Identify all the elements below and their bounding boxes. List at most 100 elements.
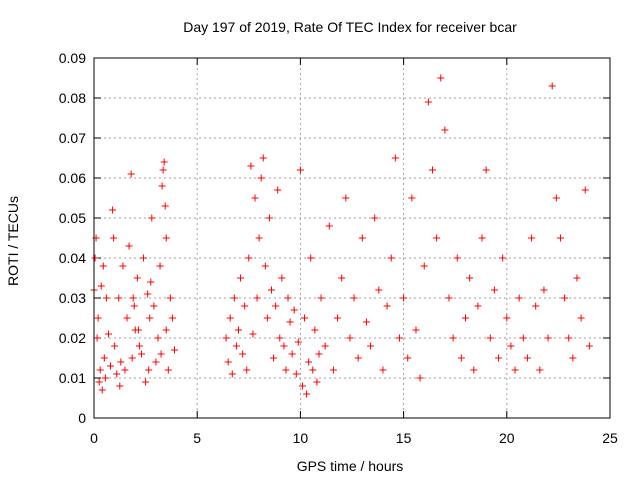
x-tick-label: 5 xyxy=(193,430,201,446)
data-point xyxy=(95,378,103,386)
data-point xyxy=(147,278,155,286)
data-point xyxy=(162,326,170,334)
y-axis-label: ROTI / TECUs xyxy=(5,196,21,286)
data-point xyxy=(420,262,428,270)
data-point xyxy=(303,390,311,398)
data-point xyxy=(544,334,552,342)
data-point xyxy=(237,274,245,282)
data-point xyxy=(503,314,511,322)
data-point xyxy=(278,274,286,282)
data-point xyxy=(232,342,240,350)
data-point xyxy=(317,294,325,302)
data-point xyxy=(104,330,112,338)
y-tick-label: 0 xyxy=(78,410,86,426)
y-tick-label: 0.08 xyxy=(59,90,86,106)
y-tick-label: 0.04 xyxy=(59,250,86,266)
data-point xyxy=(296,166,304,174)
data-point xyxy=(453,254,461,262)
data-point xyxy=(255,234,263,242)
y-tick-label: 0.06 xyxy=(59,170,86,186)
data-point xyxy=(416,374,424,382)
data-point xyxy=(325,222,333,230)
y-tick-label: 0.02 xyxy=(59,330,86,346)
data-point xyxy=(478,234,486,242)
data-point xyxy=(230,294,238,302)
data-point xyxy=(251,194,259,202)
data-point xyxy=(119,262,127,270)
data-point xyxy=(441,126,449,134)
data-point xyxy=(404,354,412,362)
data-point xyxy=(532,302,540,310)
data-point xyxy=(470,366,478,374)
data-point xyxy=(313,378,321,386)
data-point xyxy=(110,234,118,242)
data-point xyxy=(222,334,230,342)
data-points xyxy=(90,74,593,398)
plot-frame xyxy=(93,57,611,419)
data-point xyxy=(495,354,503,362)
data-point xyxy=(96,366,104,374)
data-point xyxy=(350,294,358,302)
data-point xyxy=(234,326,242,334)
data-point xyxy=(457,354,465,362)
data-point xyxy=(146,314,154,322)
data-point xyxy=(111,342,119,350)
data-point xyxy=(161,202,169,210)
data-point xyxy=(486,334,494,342)
data-point xyxy=(100,354,108,362)
data-point xyxy=(249,330,257,338)
data-point xyxy=(379,366,387,374)
data-point xyxy=(135,342,143,350)
y-tick-label: 0.07 xyxy=(59,130,86,146)
data-point xyxy=(274,186,282,194)
data-point xyxy=(261,262,269,270)
data-point xyxy=(113,370,121,378)
data-point xyxy=(134,326,142,334)
y-tick-label: 0.01 xyxy=(59,370,86,386)
data-point xyxy=(540,286,548,294)
data-point xyxy=(241,302,249,310)
data-point xyxy=(569,354,577,362)
data-point xyxy=(412,326,420,334)
data-point xyxy=(93,334,101,342)
data-point xyxy=(309,366,317,374)
data-point xyxy=(507,342,515,350)
data-point xyxy=(272,302,280,310)
data-point xyxy=(144,290,152,298)
data-point xyxy=(265,214,273,222)
data-point xyxy=(321,342,329,350)
data-point xyxy=(224,358,232,366)
data-point xyxy=(573,274,581,282)
x-tick-label: 10 xyxy=(293,430,309,446)
data-point xyxy=(311,326,319,334)
data-point xyxy=(358,234,366,242)
data-point xyxy=(142,378,150,386)
data-point xyxy=(445,294,453,302)
data-point xyxy=(245,254,253,262)
data-point xyxy=(284,294,292,302)
data-point xyxy=(257,174,265,182)
data-point xyxy=(449,334,457,342)
data-point xyxy=(154,334,162,342)
data-point xyxy=(128,354,136,362)
data-point xyxy=(102,294,110,302)
data-point xyxy=(152,358,160,366)
data-point xyxy=(298,382,306,390)
data-point xyxy=(107,362,115,370)
data-point xyxy=(158,182,166,190)
data-point xyxy=(329,366,337,374)
y-tick-label: 0.09 xyxy=(59,50,86,66)
data-point xyxy=(400,294,408,302)
data-point xyxy=(282,366,290,374)
data-point xyxy=(354,354,362,362)
data-point xyxy=(270,354,278,362)
data-point xyxy=(367,342,375,350)
data-point xyxy=(117,358,125,366)
data-point xyxy=(168,314,176,322)
data-point xyxy=(292,370,300,378)
data-point xyxy=(437,74,445,82)
data-point xyxy=(125,242,133,250)
data-point xyxy=(101,374,109,382)
data-point xyxy=(342,194,350,202)
